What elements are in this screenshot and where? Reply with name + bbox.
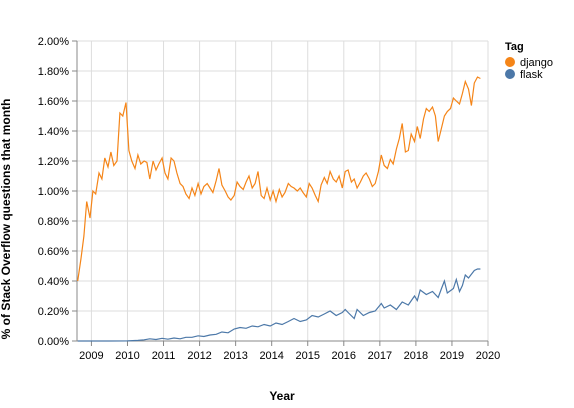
x-tick-label: 2018: [404, 350, 428, 362]
x-axis-title: Year: [269, 389, 295, 403]
x-tick-label: 2020: [476, 350, 500, 362]
legend-label-flask: flask: [520, 69, 543, 81]
x-tick-label: 2010: [115, 350, 139, 362]
y-tick-label: 1.80%: [38, 66, 69, 78]
series-line-flask: [77, 268, 481, 342]
x-tick-label: 2014: [259, 350, 283, 362]
y-tick-label: 1.40%: [38, 126, 69, 138]
y-axis-title: % of Stack Overflow questions that month: [0, 99, 13, 340]
x-tick-label: 2012: [187, 350, 211, 362]
x-tick-label: 2009: [79, 350, 103, 362]
y-tick-label: 1.60%: [38, 96, 69, 108]
y-tick-label: 0.60%: [38, 246, 69, 258]
grid: [77, 40, 489, 342]
x-tick-label: 2016: [332, 350, 356, 362]
series-lines: [77, 76, 481, 342]
x-tick-label: 2011: [152, 350, 176, 362]
y-tick-label: 1.20%: [38, 156, 69, 168]
series-line-django: [77, 76, 481, 282]
y-tick-label: 2.00%: [38, 36, 69, 48]
legend-title: Tag: [505, 41, 524, 53]
y-tick-label: 1.00%: [38, 186, 69, 198]
legend-swatch-flask: [505, 69, 515, 79]
y-tick-label: 0.40%: [38, 276, 69, 288]
legend-swatch-django: [505, 57, 515, 67]
x-tick-label: 2017: [368, 350, 392, 362]
x-tick-label: 2015: [295, 350, 319, 362]
axes: 0.00% 0.20% 0.40% 0.60% 0.80% 1.00% 1.20% 1.40%…: [38, 36, 500, 362]
x-tick-label: 2019: [440, 350, 464, 362]
legend-label-django: django: [520, 57, 553, 69]
y-tick-label: 0.20%: [38, 306, 69, 318]
y-tick-label: 0.80%: [38, 216, 69, 228]
y-tick-label: 0.00%: [38, 336, 69, 348]
x-tick-label: 2013: [223, 350, 247, 362]
